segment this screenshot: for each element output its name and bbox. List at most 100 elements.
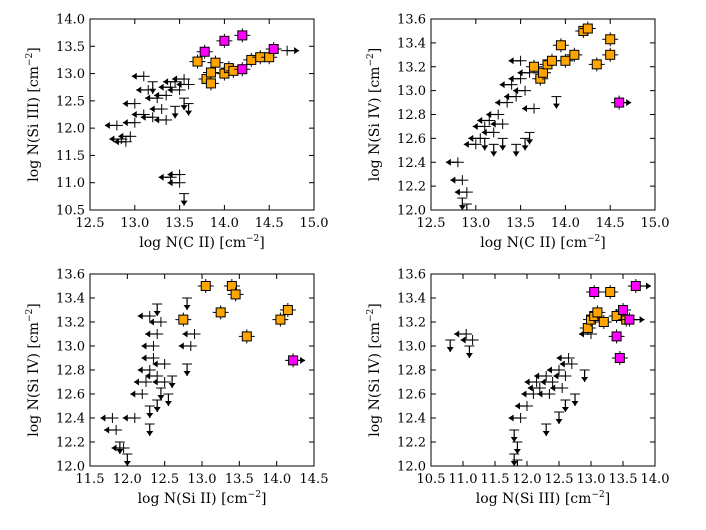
limit-arrow — [479, 137, 490, 151]
y-tick-label: 13.6 — [397, 13, 426, 28]
y-tick-label: 12.6 — [397, 132, 426, 147]
data-layer — [100, 279, 306, 466]
limit-arrow — [524, 131, 535, 145]
x-axis-label: log N(C II) [cm−2] — [480, 234, 606, 251]
plot-frame — [430, 273, 656, 467]
y-axis-label: log N(Si IV) [cm−2] — [366, 303, 383, 436]
limit-arrow — [541, 423, 552, 436]
limit-arrow — [495, 97, 514, 108]
x-tick-label: 13.5 — [165, 216, 194, 231]
x-tick-label: 13.0 — [577, 472, 606, 487]
limit-arrow — [488, 143, 499, 157]
x-tick-label: 14.5 — [596, 216, 625, 231]
limit-arrow — [141, 341, 160, 351]
point-orange — [589, 305, 606, 320]
x-tick-label: 13.5 — [609, 472, 638, 487]
y-tick-label: 12.0 — [397, 460, 426, 475]
y-tick-label: 12.6 — [397, 388, 426, 403]
limit-arrow — [147, 81, 158, 94]
limit-arrow — [118, 131, 137, 142]
limit-arrow — [131, 109, 150, 120]
limit-arrow — [178, 341, 197, 351]
limit-arrow — [100, 413, 119, 423]
limit-arrow — [167, 375, 178, 388]
panel-p1: 12.5 13.0 13.5 14.0 14.5 15.0 10.5 11.0 11.5 12.0… — [25, 13, 328, 252]
point-orange — [279, 303, 296, 317]
limit-arrow — [136, 84, 155, 95]
limit-arrow — [450, 175, 469, 186]
limit-arrow — [145, 329, 164, 339]
limit-arrow — [454, 187, 473, 198]
point-magenta — [621, 312, 638, 327]
x-tick-label: 15.0 — [300, 216, 329, 231]
point-orange — [595, 315, 612, 329]
y-axis-label: log N(Si III) [cm−2] — [25, 47, 42, 181]
point-magenta — [627, 279, 644, 293]
y-tick-label: 12.8 — [397, 108, 426, 123]
limit-arrow — [472, 121, 491, 132]
limit-arrow — [504, 91, 523, 102]
limit-arrow — [509, 429, 520, 442]
y-tick-label: 10.5 — [56, 204, 85, 219]
limit-arrow — [464, 345, 475, 358]
limit-arrow — [104, 425, 123, 435]
limit-arrow — [481, 127, 500, 138]
limit-arrow — [179, 97, 190, 111]
x-tick-label: 12.5 — [545, 472, 574, 487]
y-tick-label: 12.4 — [56, 412, 85, 427]
limit-arrow — [570, 393, 580, 406]
limit-arrow — [155, 387, 166, 400]
y-tick-label: 13.2 — [397, 60, 426, 75]
y-tick-label: 11.0 — [56, 176, 85, 191]
y-tick-label: 12.5 — [56, 94, 85, 109]
panel-p2: 12.5 13.0 13.5 14.0 14.5 15.0 12.0 12.2 12.4 12.6… — [366, 13, 669, 252]
limit-arrow — [520, 137, 531, 151]
limit-arrow — [130, 389, 149, 399]
y-tick-label: 13.6 — [56, 268, 85, 283]
limit-arrow — [511, 143, 522, 157]
y-tick-label: 12.8 — [56, 364, 85, 379]
x-tick-label: 14.5 — [300, 472, 329, 487]
x-tick-label: 14.0 — [262, 472, 291, 487]
limit-arrow — [163, 393, 174, 406]
point-magenta — [611, 351, 628, 365]
limit-arrow — [534, 371, 553, 381]
x-tick-label: 11.0 — [449, 472, 478, 487]
limit-arrow — [170, 105, 181, 119]
x-tick-label: 14.0 — [641, 472, 670, 487]
limit-arrow — [176, 79, 195, 90]
point-orange — [602, 285, 619, 299]
limit-arrow — [556, 353, 575, 363]
point-orange — [197, 279, 214, 293]
limit-arrow — [152, 359, 171, 369]
point-orange — [207, 55, 224, 70]
plot-frame — [89, 273, 315, 467]
y-tick-label: 12.2 — [397, 180, 426, 195]
limit-arrow — [148, 317, 167, 327]
limit-arrow — [152, 377, 171, 387]
y-tick-label: 13.4 — [397, 36, 426, 51]
limit-arrow — [460, 335, 479, 345]
point-orange — [202, 76, 219, 91]
y-tick-label: 13.0 — [397, 340, 426, 355]
x-tick-label: 14.0 — [551, 216, 580, 231]
limit-arrow — [140, 112, 159, 123]
limit-arrow — [508, 73, 527, 84]
point-magenta — [285, 353, 302, 368]
limit-arrow — [134, 377, 152, 387]
limit-arrow — [521, 389, 540, 399]
limit-arrow — [152, 303, 163, 316]
limit-arrow — [145, 93, 164, 104]
x-tick-label: 15.0 — [641, 216, 670, 231]
limit-arrow — [152, 399, 163, 412]
y-tick-label: 12.4 — [397, 412, 426, 427]
limit-arrow — [461, 203, 472, 210]
x-tick-label: 12.5 — [417, 216, 446, 231]
limit-arrow — [486, 109, 505, 120]
x-tick-label: 14.5 — [255, 216, 284, 231]
point-orange — [212, 305, 229, 320]
x-tick-label: 14.0 — [210, 216, 239, 231]
y-tick-label: 12.6 — [56, 388, 85, 403]
panel-p4: 10.5 11.0 11.5 12.0 12.5 13.0 13.5 14.012.012.2… — [366, 268, 669, 508]
